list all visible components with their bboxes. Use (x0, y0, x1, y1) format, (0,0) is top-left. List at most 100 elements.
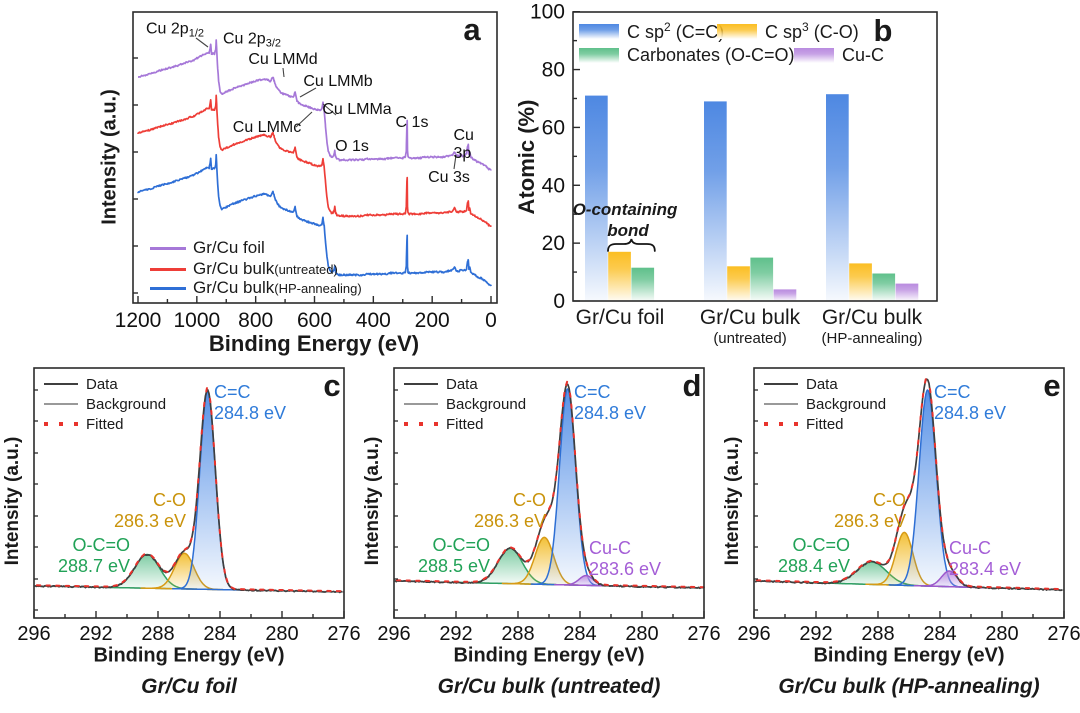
x-tick-label: 200 (415, 309, 450, 332)
red-dot-icon (74, 422, 78, 426)
legend-text: C sp (627, 21, 665, 42)
panel-title-e: Gr/Cu bulk (HP-annealing) (778, 675, 1040, 698)
legend-text: (C=C) (670, 21, 725, 42)
panel-letter-c: c (323, 368, 341, 403)
axes-c: 296 292 288 284 280 276 (17, 367, 360, 645)
legend-label: Gr/Cu bulk (193, 278, 275, 297)
fitted-dots-swatch (404, 422, 438, 426)
y-tick-label: 80 (542, 59, 565, 82)
red-dot-icon (764, 422, 768, 426)
axis-label-y-a: Intensity (a.u.) (98, 89, 121, 225)
peak-label: C 1s (396, 114, 429, 132)
y-tick-label: 40 (542, 174, 565, 197)
data-line-swatch (404, 382, 438, 386)
x-tick-label: 288 (501, 623, 534, 645)
bar-plot: 0 20 40 60 80 100 (530, 1, 938, 313)
x-tick-label: 296 (377, 623, 410, 645)
legend-item-csp2: C sp2 (C=C) (579, 20, 725, 42)
peak-label: O 1s (335, 138, 369, 156)
legend-label: Background (446, 395, 527, 413)
legend-item-fitted: Fitted (764, 414, 886, 434)
fitted-dots (755, 378, 1059, 591)
bar-0-2 (631, 267, 655, 301)
legend-swatch (579, 23, 619, 39)
peak-name: O-C=O (432, 535, 490, 555)
legend-item-foil: Gr/Cu foil (150, 238, 265, 258)
xps-fit-plot: 296 292 288 284 280 276 (737, 367, 1080, 645)
peak-label: Cu 2p1/2 (146, 21, 204, 40)
legend-item-bulk-hp: Gr/Cu bulk (HP-annealing) (150, 278, 362, 298)
peak-callout-line (195, 37, 209, 48)
y-tick-label: 60 (542, 116, 565, 139)
group-label-foil: Gr/Cu foil (575, 306, 665, 329)
peak-label: Cu 3s (428, 169, 470, 187)
bar-1-1 (727, 266, 750, 301)
legend-label: Data (86, 375, 118, 393)
data-line-swatch (44, 382, 78, 386)
bar-2-3 (895, 283, 919, 301)
red-dot-icon (419, 422, 423, 426)
legend-sup: 3 (802, 19, 809, 34)
peak-ev: 283.4 eV (949, 559, 1022, 579)
fitted-dots (35, 387, 342, 593)
bar-1-3 (773, 289, 797, 301)
x-tick-label: 0 (485, 309, 497, 332)
peak-ev: 286.3 eV (833, 511, 906, 531)
survey-plot: 1200 1000 800 600 400 200 0 (115, 11, 498, 332)
fit-legend: Data Background Fitted (44, 374, 166, 434)
fitted-dots (395, 380, 705, 589)
peak-name: Cu-C (589, 538, 632, 558)
legend-label: C sp3 (C-O) (765, 20, 859, 43)
x-tick-label: 292 (799, 623, 832, 645)
peak-name: C=C (934, 382, 971, 402)
axes-d: 296 292 288 284 280 276 (377, 367, 720, 645)
peak-label-oco: O-C=O 288.7 eV (24, 535, 130, 577)
peak-ev: 288.4 eV (777, 556, 850, 576)
x-tick-label: 276 (327, 623, 360, 645)
peak-name: C-O (513, 490, 546, 510)
axis-label-y-e: Intensity (a.u.) (722, 436, 743, 566)
group-sublabel-untreated: (untreated) (713, 330, 787, 347)
legend-item-fitted: Fitted (44, 414, 166, 434)
peak-name: O-C=O (792, 535, 850, 555)
survey-curves (137, 39, 492, 287)
panel-title-c: Gr/Cu foil (141, 675, 237, 698)
peak-label-oco: O-C=O 288.4 eV (744, 535, 850, 577)
peak-label-text: Cu LMMc (232, 119, 302, 136)
legend-item-background: Background (44, 394, 166, 414)
legend-swatch (579, 47, 619, 63)
peak-label-text: Cu LMMd (248, 51, 318, 68)
legend-line-swatch (150, 246, 186, 250)
axis-label-y-b: Atomic (%) (514, 99, 539, 215)
peak-label-text: Cu LMMa (322, 101, 392, 118)
peak-ev: 284.8 eV (214, 403, 287, 423)
bar-1-0 (704, 101, 727, 302)
x-tick-label: 800 (238, 309, 273, 332)
peak-name: C=C (214, 382, 251, 402)
bar-2-2 (872, 273, 896, 301)
peak-label-oco: O-C=O 288.5 eV (384, 535, 490, 577)
background-line-swatch (764, 402, 798, 406)
legend-item-bulk-untreated: Gr/Cu bulk (untreated) (150, 259, 338, 279)
x-tick-label: 284 (563, 623, 596, 645)
panel-c1s-foil: 296 292 288 284 280 276 Intensity (a.u.) Bind… (0, 360, 360, 713)
legend-label: Background (806, 395, 887, 413)
annotation-bond: bond (607, 221, 649, 240)
legend-label: Fitted (806, 415, 844, 433)
y-tick-label: 20 (542, 232, 565, 255)
axes-b: 0 20 40 60 80 100 (530, 1, 938, 313)
data-line-swatch (764, 382, 798, 386)
peak-ev: 284.8 eV (574, 403, 647, 423)
x-tick-label: 1200 (115, 309, 162, 332)
peak-name: C-O (153, 490, 186, 510)
legend-label: Gr/Cu bulk (193, 259, 275, 278)
background-line-swatch (404, 402, 438, 406)
x-tick-label: 292 (439, 623, 472, 645)
x-tick-label: 276 (687, 623, 720, 645)
peak-label-cc: C=C 284.8 eV (574, 382, 646, 424)
peak-label-cuc: Cu-C 283.6 eV (589, 538, 661, 580)
legend-item-cuc: Cu-C (794, 45, 884, 65)
peak-label: Cu LMMa (322, 101, 391, 119)
red-dot-icon (59, 422, 63, 426)
axis-label-y-d: Intensity (a.u.) (362, 436, 383, 566)
